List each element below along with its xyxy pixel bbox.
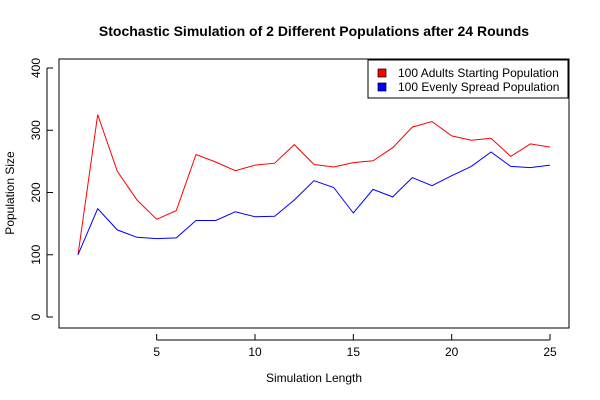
- y-axis-label: Population Size: [3, 151, 17, 235]
- legend-swatch-blue: [377, 82, 387, 92]
- legend: 100 Adults Starting Population 100 Evenl…: [367, 59, 569, 99]
- series-line-adults: [77, 114, 551, 255]
- legend-label-evenly: 100 Evenly Spread Population: [398, 80, 559, 94]
- x-tick-label: 25: [543, 345, 557, 359]
- legend-swatch-red: [377, 68, 387, 78]
- x-tick-label: 5: [153, 345, 160, 359]
- y-axis: 0 100 200 300 400: [29, 58, 53, 320]
- y-tick-label: 400: [29, 58, 43, 78]
- x-tick-label: 10: [248, 345, 262, 359]
- y-tick-label: 200: [29, 182, 43, 202]
- y-tick-label: 0: [29, 313, 43, 320]
- y-tick-label: 300: [29, 120, 43, 140]
- series-layer: [77, 114, 551, 255]
- x-tick-label: 15: [347, 345, 361, 359]
- chart-title: Stochastic Simulation of 2 Different Pop…: [99, 23, 529, 39]
- plot-frame: [58, 58, 570, 329]
- y-tick-label: 100: [29, 244, 43, 264]
- x-axis: 5 10 15 20 25: [153, 334, 557, 359]
- x-tick-label: 20: [445, 345, 459, 359]
- legend-box: [367, 59, 569, 99]
- series-line-evenly-spread: [77, 151, 551, 255]
- x-axis-label: Simulation Length: [266, 371, 362, 385]
- legend-label-adults: 100 Adults Starting Population: [398, 66, 559, 80]
